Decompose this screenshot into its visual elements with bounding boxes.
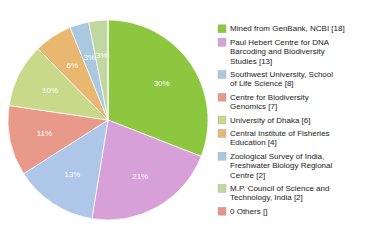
legend-label-line: Genomics [7] <box>230 102 277 111</box>
legend-label: Zoological Survey of India,Freshwater Bi… <box>230 152 332 180</box>
legend-label-line: Education [4] <box>230 138 277 147</box>
legend-label: Southwest University, Schoolof Life Scie… <box>230 70 333 88</box>
legend-label-line: Mined from GenBank, NCBI [18] <box>230 24 345 33</box>
legend-label: 0 Others [] <box>230 207 267 216</box>
legend-item: University of Dhaka [6] <box>218 116 310 125</box>
chart: 30% 21% 13% 11% 10% 6% 3%3% Mined from GenBank,… <box>0 0 380 240</box>
legend-label-line: M.P. Council of Science and <box>230 184 329 193</box>
legend-label: Mined from GenBank, NCBI [18] <box>230 24 345 33</box>
legend-label: Paul Hebert Centre for DNABarcoding and … <box>230 38 330 66</box>
legend-label-line: Freshwater Biology Regional <box>230 161 332 170</box>
pie <box>8 20 208 220</box>
legend-swatch <box>218 129 226 137</box>
legend-label: University of Dhaka [6] <box>230 116 310 125</box>
legend-swatch <box>218 93 226 101</box>
legend-label-line: 0 Others [] <box>230 207 267 216</box>
data-label: 6% <box>66 61 78 70</box>
data-label: 13% <box>64 170 80 179</box>
legend-swatch <box>218 184 226 192</box>
legend-label-line: Technology, India [2] <box>230 193 303 202</box>
legend-item: Paul Hebert Centre for DNABarcoding and … <box>218 38 330 66</box>
legend-item: Southwest University, Schoolof Life Scie… <box>218 70 333 88</box>
data-labels: 30% 21% 13% 11% 10% 6% 3%3% <box>37 51 170 181</box>
legend-item: Central Institute of FisheriesEducation … <box>218 129 330 147</box>
legend-label-line: of Life Science [8] <box>230 79 294 88</box>
legend-label-line: Central Institute of Fisheries <box>230 129 330 138</box>
legend-item: Zoological Survey of India,Freshwater Bi… <box>218 152 332 180</box>
data-label: 10% <box>42 86 58 95</box>
pie-slice <box>89 20 108 120</box>
data-label: 3% <box>96 51 108 60</box>
legend-label: Central Institute of FisheriesEducation … <box>230 129 330 147</box>
legend-item: Mined from GenBank, NCBI [18] <box>218 24 345 33</box>
data-label: 21% <box>132 172 148 181</box>
legend-label-line: Zoological Survey of India, <box>230 152 324 161</box>
legend-item: Centre for BiodiversityGenomics [7] <box>218 93 309 111</box>
legend-label-line: Southwest University, School <box>230 70 333 79</box>
legend-swatch <box>218 116 226 124</box>
data-label: 3% <box>84 53 96 62</box>
legend: Mined from GenBank, NCBI [18] Paul Hebert… <box>218 24 345 215</box>
data-label: 11% <box>37 129 52 138</box>
legend-swatch <box>218 25 226 33</box>
legend-label-line: Centre [2] <box>230 171 265 180</box>
legend-label-line: Paul Hebert Centre for DNA <box>230 38 330 47</box>
legend-swatch <box>218 70 226 78</box>
legend-label-line: University of Dhaka [6] <box>230 116 310 125</box>
legend-label-line: Studies [13] <box>230 57 272 66</box>
legend-item: 0 Others [] <box>218 207 267 216</box>
legend-label-line: Barcoding and Biodiversity <box>230 47 325 56</box>
legend-swatch <box>218 152 226 160</box>
data-label: 30% <box>154 79 170 88</box>
legend-swatch <box>218 38 226 46</box>
pie-slice <box>92 120 201 220</box>
legend-label: M.P. Council of Science andTechnology, I… <box>230 184 329 202</box>
legend-label: Centre for BiodiversityGenomics [7] <box>230 93 309 111</box>
legend-label-line: Centre for Biodiversity <box>230 93 309 102</box>
legend-item: M.P. Council of Science andTechnology, I… <box>218 184 329 202</box>
pie-slice <box>108 20 109 120</box>
legend-swatch <box>218 207 226 215</box>
